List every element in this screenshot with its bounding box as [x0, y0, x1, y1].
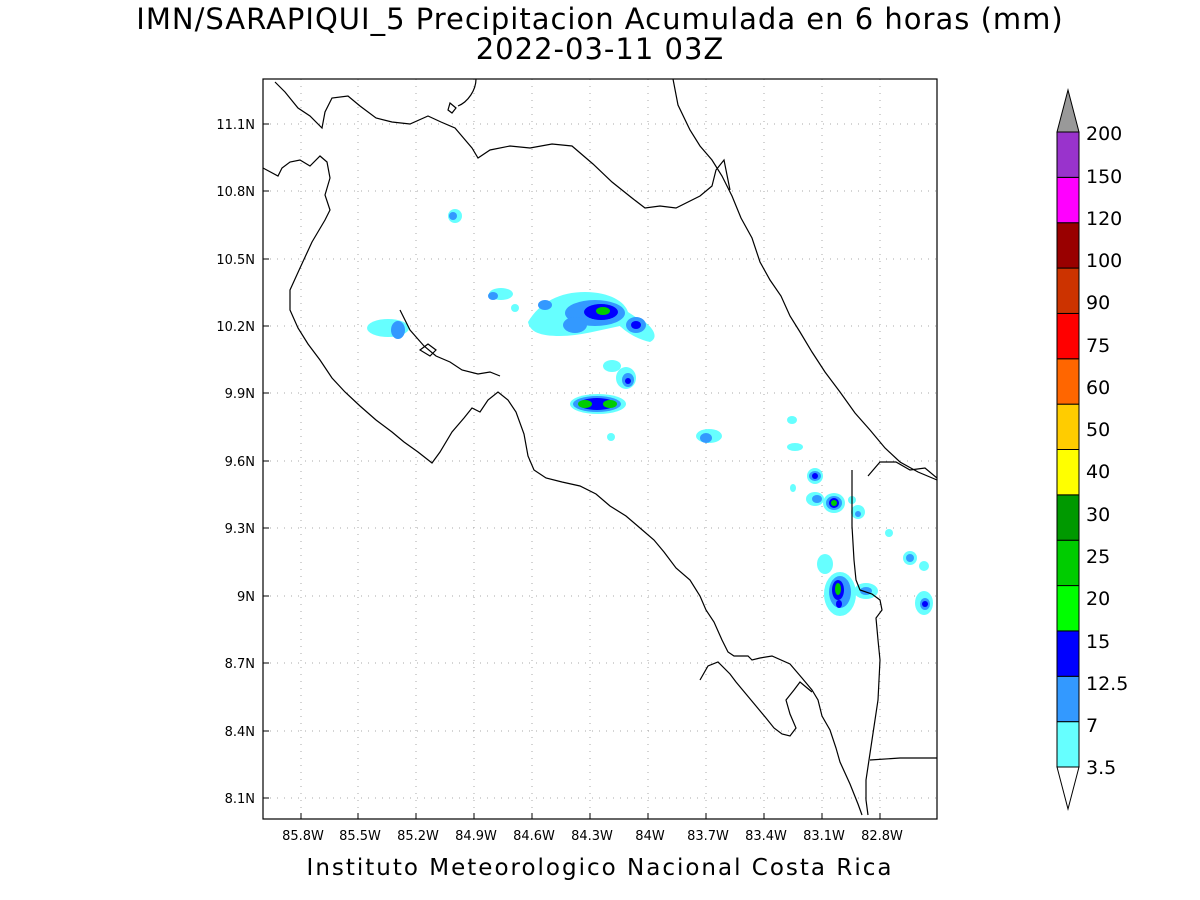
lat-tick-label: 9.3N — [225, 522, 255, 537]
precipitation-field — [367, 209, 933, 616]
rain-cell-intense — [578, 307, 841, 595]
colorbar — [1056, 88, 1080, 811]
lon-tick-label: 82.8W — [861, 829, 903, 844]
lon-tick-label: 85.2W — [397, 829, 439, 844]
footer-credit: Instituto Meteorologico Nacional Costa R… — [306, 855, 894, 881]
colorbar-swatch — [1056, 585, 1080, 632]
colorbar-label: 20 — [1086, 588, 1110, 610]
colorbar-swatch — [1056, 358, 1080, 405]
colorbar-swatch — [1056, 630, 1080, 677]
rain-cell-moderate — [391, 212, 930, 610]
map-date: 2022-03-11 03Z — [475, 32, 725, 66]
lat-tick-label: 8.7N — [225, 657, 255, 672]
colorbar-swatch — [1056, 176, 1080, 224]
colorbar-swatch — [1056, 222, 1080, 269]
map-frame — [262, 78, 938, 820]
colorbar-swatch — [1056, 267, 1080, 314]
lat-tick-label: 10.8N — [216, 185, 255, 200]
lat-tick-label: 10.5N — [216, 253, 255, 268]
rain-cell-heavy — [579, 304, 928, 608]
lake-island — [447, 101, 457, 114]
colorbar-swatch — [1056, 449, 1080, 496]
lat-lon-grid — [263, 79, 937, 819]
colorbar-top-arrow — [1056, 88, 1080, 133]
axis-ticks — [263, 123, 881, 819]
colorbar-swatch — [1056, 539, 1080, 587]
colorbar-label: 200 — [1086, 123, 1122, 145]
burica-peninsula — [869, 757, 937, 761]
colorbar-swatch — [1056, 131, 1080, 178]
colorbar-label: 50 — [1086, 419, 1110, 441]
colorbar-label: 150 — [1086, 166, 1122, 188]
lon-tick-labels: 85.8W 85.5W 85.2W 84.9W 84.6W 84.3W 84W … — [282, 829, 903, 844]
lat-tick-label: 10.2N — [216, 320, 255, 335]
colorbar-label: 100 — [1086, 250, 1122, 272]
lat-tick-label: 9N — [237, 590, 255, 605]
lon-tick-label: 83.4W — [745, 829, 787, 844]
lon-tick-label: 84W — [635, 829, 665, 844]
lon-tick-label: 84.3W — [571, 829, 613, 844]
nicoya-coast — [263, 155, 863, 816]
lat-tick-label: 9.6N — [225, 455, 255, 470]
lon-tick-label: 85.5W — [339, 829, 381, 844]
map-title: IMN/SARAPIQUI_5 Precipitacion Acumulada … — [136, 2, 1064, 36]
colorbar-label: 30 — [1086, 504, 1110, 526]
lat-tick-label: 8.1N — [225, 792, 255, 807]
osa-peninsula — [699, 661, 813, 737]
lat-tick-label: 9.9N — [225, 387, 255, 402]
colorbar-label: 7 — [1086, 715, 1098, 737]
colorbar-swatch — [1056, 675, 1080, 723]
colorbar-label: 25 — [1086, 546, 1110, 568]
caribbean-coast-main — [672, 79, 937, 481]
colorbar-label: 3.5 — [1086, 757, 1116, 779]
colorbar-label: 12.5 — [1086, 673, 1128, 695]
nicoya-island — [418, 343, 437, 357]
colorbar-swatch — [1056, 403, 1080, 450]
colorbar-labels: 3.5 7 12.5 15 20 25 30 40 50 60 75 90 10… — [1086, 123, 1128, 779]
panama-border — [851, 470, 883, 816]
coastlines-borders — [263, 79, 937, 816]
lon-tick-label: 83.1W — [803, 829, 845, 844]
colorbar-label: 90 — [1086, 292, 1110, 314]
colorbar-label: 40 — [1086, 461, 1110, 483]
colorbar-swatch — [1056, 721, 1080, 768]
colorbar-label: 75 — [1086, 335, 1110, 357]
gulf-nicoya-inner — [399, 309, 501, 377]
lon-tick-label: 83.7W — [687, 829, 729, 844]
lat-tick-labels: 11.1N 10.8N 10.5N 10.2N 9.9N 9.6N 9.3N 9… — [216, 118, 255, 807]
lon-tick-label: 84.6W — [513, 829, 555, 844]
colorbar-label: 60 — [1086, 377, 1110, 399]
lon-tick-label: 85.8W — [282, 829, 324, 844]
caribbean-coast-north — [457, 79, 477, 107]
colorbar-swatch — [1056, 494, 1080, 541]
panama-coast — [867, 461, 937, 479]
colorbar-label: 120 — [1086, 208, 1122, 230]
nicaragua-coast — [274, 81, 731, 209]
colorbar-label: 15 — [1086, 631, 1110, 653]
lat-tick-label: 8.4N — [225, 725, 255, 740]
lat-tick-label: 11.1N — [216, 118, 255, 133]
colorbar-swatch — [1056, 312, 1080, 360]
colorbar-bottom-arrow — [1056, 766, 1080, 811]
lon-tick-label: 84.9W — [455, 829, 497, 844]
rain-cell-light — [367, 209, 933, 616]
